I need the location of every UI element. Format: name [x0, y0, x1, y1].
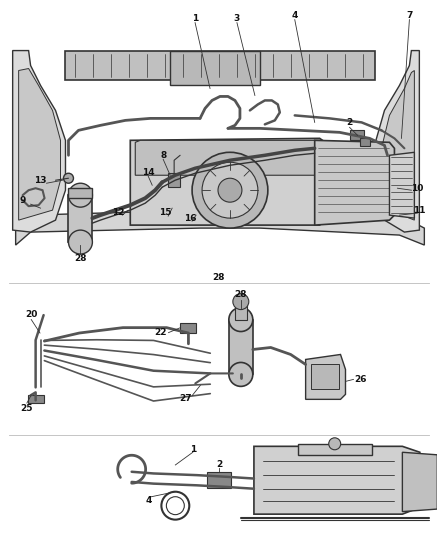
Polygon shape: [170, 51, 260, 85]
Text: 2: 2: [216, 461, 222, 470]
Circle shape: [202, 162, 258, 218]
Polygon shape: [66, 51, 374, 80]
Polygon shape: [19, 69, 60, 220]
Bar: [28, 395, 44, 403]
Text: 15: 15: [159, 208, 171, 216]
Text: 13: 13: [34, 176, 47, 185]
Polygon shape: [403, 453, 437, 512]
Bar: [207, 472, 231, 488]
Circle shape: [68, 230, 92, 254]
Text: 27: 27: [179, 394, 192, 403]
Polygon shape: [229, 320, 253, 374]
Circle shape: [233, 294, 249, 310]
Polygon shape: [374, 51, 419, 232]
Circle shape: [218, 178, 242, 202]
Text: 28: 28: [235, 290, 247, 299]
Polygon shape: [13, 51, 66, 232]
Text: 3: 3: [234, 14, 240, 23]
Text: 20: 20: [25, 310, 37, 319]
Text: 4: 4: [146, 496, 152, 505]
Polygon shape: [16, 210, 424, 245]
Bar: [180, 322, 196, 333]
Text: 11: 11: [413, 206, 426, 215]
Polygon shape: [297, 444, 372, 455]
Polygon shape: [130, 139, 330, 225]
Bar: [350, 131, 364, 140]
Polygon shape: [314, 140, 395, 225]
Polygon shape: [254, 446, 420, 514]
Text: 8: 8: [160, 151, 166, 160]
Polygon shape: [389, 152, 414, 218]
Text: 1: 1: [190, 445, 196, 454]
Circle shape: [192, 152, 268, 228]
Text: 28: 28: [212, 273, 224, 282]
Circle shape: [64, 173, 74, 183]
Bar: [168, 173, 180, 187]
Polygon shape: [68, 195, 92, 242]
Polygon shape: [135, 140, 325, 175]
Polygon shape: [68, 188, 92, 198]
Text: 12: 12: [112, 208, 124, 216]
Polygon shape: [381, 70, 414, 220]
Text: 25: 25: [21, 404, 33, 413]
Circle shape: [329, 438, 341, 450]
Text: 7: 7: [406, 11, 413, 20]
Circle shape: [229, 362, 253, 386]
Text: 28: 28: [74, 254, 87, 263]
Text: 26: 26: [354, 375, 367, 384]
Bar: [235, 302, 247, 320]
Text: 14: 14: [142, 168, 155, 177]
Text: 4: 4: [292, 11, 298, 20]
Text: 16: 16: [184, 214, 196, 223]
Text: 22: 22: [154, 328, 167, 337]
Circle shape: [68, 183, 92, 207]
Circle shape: [229, 308, 253, 332]
Bar: [360, 139, 370, 147]
Bar: [311, 365, 339, 390]
Polygon shape: [306, 354, 346, 399]
Text: 9: 9: [19, 196, 26, 205]
Text: 1: 1: [192, 14, 198, 23]
Text: 2: 2: [346, 118, 353, 127]
Text: 10: 10: [411, 184, 424, 193]
